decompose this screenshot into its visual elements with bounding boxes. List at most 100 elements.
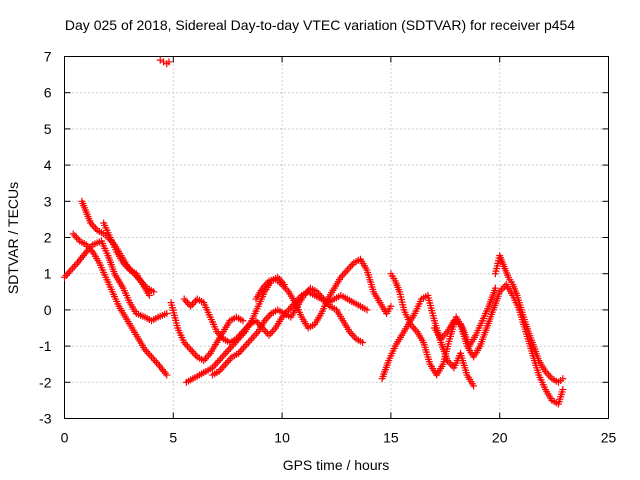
y-tick-label: 1 <box>44 266 52 282</box>
chart-title: Day 025 of 2018, Sidereal Day-to-day VTE… <box>65 17 575 33</box>
data-point <box>244 338 252 346</box>
data-point <box>165 58 173 66</box>
x-tick-label: 25 <box>601 430 617 446</box>
data-point <box>222 349 230 357</box>
data-point <box>248 335 256 343</box>
data-point <box>243 340 251 348</box>
data-point <box>67 266 75 274</box>
data-point <box>249 333 257 341</box>
data-point <box>267 329 275 337</box>
y-axis-label: SDTVAR / TECUs <box>5 182 21 294</box>
data-point <box>343 266 351 274</box>
x-tick-label: 20 <box>492 430 508 446</box>
data-point <box>183 299 191 307</box>
data-point <box>222 360 230 368</box>
data-point <box>447 360 455 368</box>
y-tick-label: 5 <box>44 121 52 137</box>
y-tick-label: 7 <box>44 49 52 65</box>
grid-lines <box>64 56 609 419</box>
data-point <box>150 288 158 296</box>
data-point <box>218 364 226 372</box>
data-point <box>347 262 355 270</box>
data-point <box>225 357 233 365</box>
data-point <box>62 272 70 280</box>
series-track-e <box>156 56 173 68</box>
data-point <box>188 348 196 356</box>
y-tick-label: -3 <box>39 411 52 427</box>
data-point <box>265 331 273 339</box>
data-point <box>264 313 272 321</box>
data-point <box>188 300 196 308</box>
data-point <box>345 264 353 272</box>
data-point <box>90 223 98 231</box>
series-track-h <box>208 284 367 379</box>
data-point <box>212 360 220 368</box>
data-point <box>349 331 357 339</box>
data-point <box>149 355 157 363</box>
data-point <box>239 344 247 352</box>
data-point <box>69 264 77 272</box>
data-point <box>223 358 231 366</box>
y-tick-label: 2 <box>44 230 52 246</box>
data-points <box>61 56 567 408</box>
data-point <box>151 357 159 365</box>
y-tick-label: 6 <box>44 85 52 101</box>
data-point <box>213 358 221 366</box>
data-point <box>86 244 94 252</box>
data-point <box>340 270 348 278</box>
data-point <box>65 268 73 276</box>
data-point <box>144 349 152 357</box>
y-tick-label: -1 <box>39 338 52 354</box>
data-point <box>359 338 367 346</box>
data-point <box>185 344 193 352</box>
data-point <box>72 234 80 241</box>
data-point <box>163 310 171 318</box>
data-point <box>491 284 499 292</box>
data-point <box>187 346 195 354</box>
data-point <box>342 268 350 276</box>
data-point <box>499 284 507 292</box>
data-point <box>148 353 156 361</box>
series-track-f <box>167 299 247 365</box>
series-track-j <box>252 255 395 332</box>
data-point <box>239 317 247 325</box>
x-tick-label: 15 <box>383 430 399 446</box>
data-point <box>180 295 188 303</box>
y-tick-label: 4 <box>44 157 52 173</box>
y-tick-label: 3 <box>44 193 52 209</box>
y-tick-label: 0 <box>44 302 52 318</box>
data-point <box>262 328 270 336</box>
data-point <box>246 337 254 345</box>
data-point <box>64 270 72 278</box>
series-track-l <box>387 270 499 379</box>
data-point <box>387 302 395 310</box>
data-point <box>268 328 276 336</box>
data-point <box>145 291 153 299</box>
data-point <box>225 346 233 354</box>
data-point <box>251 331 259 339</box>
data-point <box>152 358 160 366</box>
data-point <box>192 297 200 305</box>
data-point <box>190 349 198 357</box>
data-point <box>69 230 77 238</box>
data-point <box>163 371 171 379</box>
data-point <box>559 375 567 383</box>
data-point <box>470 382 478 390</box>
data-point <box>201 355 209 363</box>
data-point <box>61 273 68 281</box>
series-track-b <box>69 230 171 379</box>
data-point <box>559 386 567 394</box>
data-point <box>238 346 246 354</box>
data-point <box>182 297 190 305</box>
data-point <box>410 324 418 332</box>
data-point <box>363 306 371 314</box>
data-point <box>70 262 78 270</box>
data-point <box>146 351 154 359</box>
x-tick-label: 5 <box>169 430 177 446</box>
series-track-i <box>180 288 371 346</box>
series-track-d <box>100 219 153 299</box>
data-point <box>215 357 223 365</box>
data-point <box>220 362 228 370</box>
data-point <box>217 355 225 363</box>
